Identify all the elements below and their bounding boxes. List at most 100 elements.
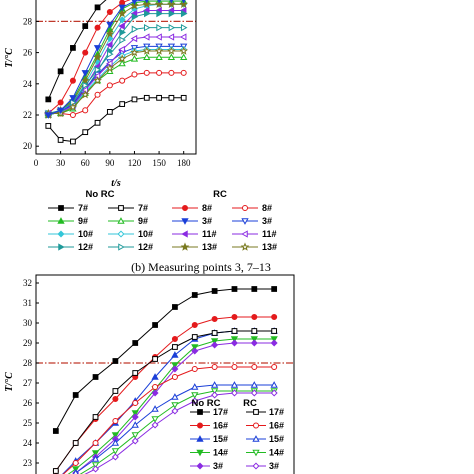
data-point (179, 0, 189, 8)
data-point (156, 9, 163, 18)
series-rc-7# (45, 94, 187, 145)
legend-entry: 13# (172, 242, 217, 252)
series-rc-16# (62, 363, 278, 474)
data-point (131, 0, 138, 5)
legend-entry: 12# (108, 242, 153, 252)
legend-marker (196, 435, 204, 442)
chart-top: 20 22 24 26 28 0 30 60 90 120 150 180 t/s T/°C No R… (4, 0, 277, 252)
data-point (106, 21, 114, 29)
legend-label: 8# (202, 203, 212, 213)
series-line (67, 338, 275, 474)
x-tick-label: 90 (105, 158, 115, 168)
legend-entry: 3# (190, 461, 223, 471)
series-rc-3# (84, 389, 278, 474)
series-rc-17# (52, 328, 278, 474)
data-point (157, 0, 161, 4)
legend-label: 14# (213, 448, 228, 458)
data-point (131, 410, 139, 417)
data-point (271, 313, 278, 321)
legend-top: No RC RC 7# 7# 8# 8# 9# 9# 3# 3# 10# 10# 11# 11# 12# 12… (48, 189, 277, 252)
series-no-rc-12# (45, 9, 188, 119)
y-tick-label: 23 (23, 458, 33, 468)
series-rc-12# (45, 23, 188, 118)
data-point (130, 34, 138, 43)
series-line (72, 384, 275, 474)
series-line (47, 0, 131, 114)
legend-marker (57, 217, 65, 224)
legend-entry: 17# (190, 407, 228, 417)
legend-entry: 7# (108, 203, 148, 213)
data-point (106, 109, 113, 115)
data-point (92, 374, 99, 380)
data-point (143, 94, 150, 101)
data-point (211, 391, 219, 399)
data-point (131, 96, 138, 103)
y-tick-label: 30 (23, 318, 33, 328)
legend-entry: 11# (172, 229, 217, 239)
legend-marker (181, 204, 189, 212)
legend-entry: 8# (172, 203, 212, 213)
data-point (111, 439, 120, 446)
data-point (45, 96, 52, 103)
data-point (230, 339, 238, 347)
data-point (73, 469, 79, 474)
data-point (180, 94, 187, 101)
data-point (210, 381, 219, 388)
data-point (119, 28, 126, 36)
legend-marker (58, 243, 65, 251)
data-point (180, 69, 187, 76)
data-point (70, 138, 76, 145)
data-point (105, 63, 115, 72)
legend-label: 17# (269, 407, 284, 417)
data-point (69, 111, 76, 119)
data-point (69, 77, 76, 84)
data-point (154, 0, 164, 8)
data-point (52, 428, 59, 434)
legend-label: 13# (262, 242, 277, 252)
data-point (230, 381, 239, 388)
caption-b: (b) Measuring points 3, 7–13 (131, 260, 271, 274)
legend-marker (57, 230, 65, 238)
data-point (191, 347, 199, 355)
data-point (93, 76, 102, 85)
data-point (143, 53, 151, 61)
legend-entry: 14# (246, 448, 284, 458)
data-point (191, 397, 199, 405)
data-point (168, 69, 175, 76)
series-line (48, 0, 184, 116)
data-point (94, 119, 101, 126)
data-point (57, 137, 64, 143)
legend-label: 10# (78, 229, 93, 239)
data-point (144, 23, 151, 32)
data-point (154, 46, 164, 55)
data-point (156, 94, 162, 101)
legend-label: 9# (78, 216, 88, 226)
legend-label: 9# (138, 216, 148, 226)
data-point (171, 365, 179, 373)
data-point (191, 344, 199, 351)
legend-label: 16# (213, 421, 228, 431)
data-point (191, 383, 199, 390)
legend-marker (252, 422, 260, 429)
y-tick-label: 24 (23, 79, 33, 89)
legend-entry: 9# (108, 216, 148, 226)
legend-marker (252, 462, 260, 470)
data-point (81, 70, 89, 77)
legend-label: 11# (202, 229, 217, 239)
data-point (80, 90, 90, 99)
data-point (171, 362, 179, 369)
legend-marker (241, 230, 248, 238)
data-point (210, 388, 219, 395)
x-tick-label: 0 (34, 158, 39, 168)
data-point (167, 53, 176, 61)
data-point (250, 389, 258, 397)
legend-marker (117, 230, 125, 238)
data-point (132, 370, 139, 376)
data-point (45, 123, 52, 129)
data-point (151, 389, 159, 397)
series-no-rc-3# (44, 0, 186, 119)
series-line (48, 10, 184, 116)
y-tick-label: 28 (23, 358, 33, 368)
legend-entry: 12# (48, 242, 93, 252)
legend-label: 3# (202, 216, 212, 226)
